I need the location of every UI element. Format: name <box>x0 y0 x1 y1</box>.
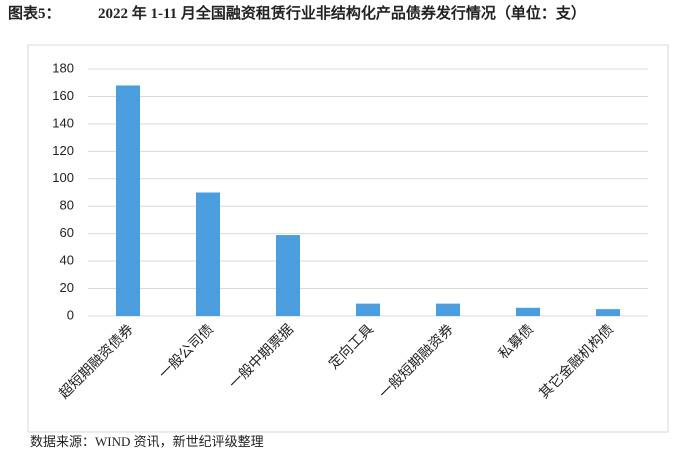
y-tick-label: 100 <box>52 170 74 185</box>
y-tick-label: 0 <box>67 307 74 322</box>
chart-border <box>27 44 669 433</box>
bar <box>356 303 380 316</box>
x-tick-label: 私募债 <box>496 322 537 363</box>
chart-title: 2022 年 1-11 月全国融资租赁行业非结构化产品债券发行情况（单位：支） <box>98 4 586 22</box>
y-tick-label: 120 <box>52 143 74 158</box>
y-tick-label: 140 <box>52 115 74 130</box>
y-tick-label: 40 <box>60 253 74 268</box>
bar <box>596 309 620 316</box>
y-tick-label: 80 <box>60 198 74 213</box>
y-tick-label: 60 <box>60 225 74 240</box>
bar <box>436 303 460 316</box>
bar <box>196 192 220 316</box>
x-tick-label: 一般公司债 <box>156 322 217 383</box>
x-tick-label: 一般中期票据 <box>226 322 297 393</box>
x-tick-label: 定向工具 <box>326 322 377 373</box>
bar <box>116 85 140 316</box>
bar <box>516 307 540 316</box>
x-tick-label: 一般短期融资券 <box>376 322 457 403</box>
y-tick-label: 160 <box>52 88 74 103</box>
bar <box>276 235 300 316</box>
y-tick-label: 180 <box>52 60 74 75</box>
y-tick-label: 20 <box>60 280 74 295</box>
figure-label: 图表5： <box>8 4 61 22</box>
x-tick-label: 超短期融资债券 <box>56 322 137 403</box>
x-tick-label: 其它金融机构债 <box>536 321 617 402</box>
source-note: 数据来源：WIND 资讯，新世纪评级整理 <box>30 434 264 449</box>
